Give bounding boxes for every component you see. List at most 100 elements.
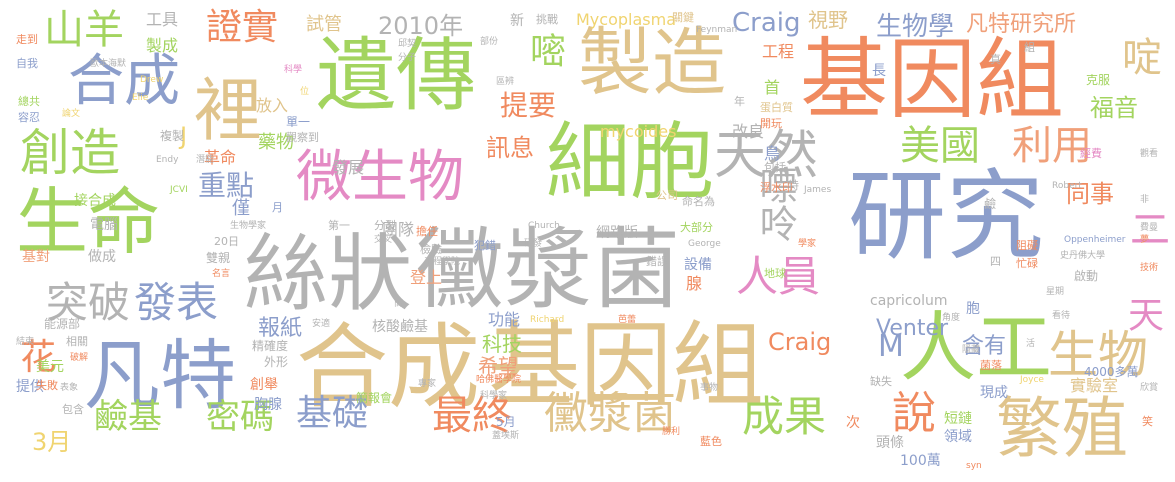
- word: mycoides: [600, 122, 677, 141]
- word: 星期: [1046, 287, 1065, 297]
- word: 胸腺: [254, 397, 282, 413]
- word: 科學家: [480, 391, 508, 401]
- word: 基因組: [800, 28, 1065, 131]
- word: 位: [300, 87, 310, 97]
- word: 細胞: [546, 113, 715, 211]
- word: 複製: [160, 129, 185, 143]
- word: 啟動: [1074, 269, 1099, 283]
- word: 年: [734, 95, 745, 108]
- word: 合成: [68, 49, 180, 114]
- word: 經費: [1080, 147, 1102, 160]
- word: 基礎: [296, 393, 369, 434]
- word: 工程學院: [424, 257, 461, 267]
- word: 人工: [900, 303, 1052, 392]
- word: 邱契: [398, 39, 417, 49]
- word: Mycoplasma: [576, 10, 676, 29]
- word: 訊息: [486, 134, 534, 162]
- word: 隱藏: [962, 345, 981, 355]
- word: 論文: [62, 109, 81, 119]
- word: 啶: [1115, 36, 1161, 76]
- word: 簡: [394, 299, 404, 309]
- word: 史丹佛大學: [1060, 251, 1106, 261]
- word: 表象: [60, 383, 79, 393]
- word: 核酸鹼基: [372, 319, 428, 335]
- word: 月: [272, 201, 283, 214]
- word: 部份: [480, 37, 499, 47]
- word: Richard: [530, 315, 565, 325]
- word: 實驗室: [1070, 376, 1119, 395]
- word: Robert: [1052, 181, 1082, 191]
- word: 最終: [432, 393, 512, 439]
- word: 發表: [134, 278, 219, 327]
- word: 網路版: [596, 225, 638, 241]
- word: 同事: [1066, 180, 1114, 208]
- word: 領域: [944, 429, 972, 445]
- word: 嘧: [524, 32, 565, 68]
- word: 凡特: [84, 331, 236, 420]
- word: Church: [528, 221, 560, 231]
- word: 容忍: [18, 111, 40, 124]
- word: 包括: [764, 161, 786, 174]
- word: 笑: [1142, 415, 1153, 428]
- word: 山羊: [44, 7, 124, 53]
- word: 勝利: [662, 427, 681, 437]
- word: 哈佛醫學院: [476, 375, 522, 385]
- word: 科學: [284, 65, 303, 75]
- word: George: [688, 239, 721, 249]
- word: 生物: [1048, 326, 1148, 384]
- word: 鳥: [764, 144, 781, 163]
- word: 走到: [16, 33, 38, 46]
- word: 挑戰: [536, 13, 558, 26]
- word: 3月: [32, 428, 72, 456]
- word: 僅: [232, 198, 250, 219]
- word: JCVI: [170, 185, 188, 195]
- word: 看待: [1052, 311, 1071, 321]
- word: 5月: [496, 415, 516, 429]
- word: 天然: [714, 126, 819, 186]
- word: 天: [1122, 296, 1163, 332]
- word: 蛋白質: [760, 101, 793, 114]
- word: 人員: [736, 252, 821, 301]
- word: Venter: [876, 316, 949, 341]
- word: syn: [966, 461, 982, 471]
- word: 區辨: [496, 77, 515, 87]
- word: 菌落: [980, 359, 1002, 372]
- word: 結束: [16, 337, 35, 347]
- word: 團隊: [382, 220, 415, 239]
- word: 鹼: [984, 197, 997, 211]
- word: 做成: [88, 249, 116, 265]
- word: 雙親: [206, 251, 231, 265]
- word: 公司: [656, 189, 678, 202]
- word: 嘌呤: [753, 166, 797, 242]
- word: 相關: [66, 335, 88, 348]
- word: 證實: [206, 7, 279, 48]
- word: 角度: [942, 313, 961, 323]
- word: 黴漿菌: [544, 388, 676, 439]
- word: 克服: [1086, 73, 1111, 87]
- word: 4000多萬: [1084, 365, 1139, 379]
- word: Joyce: [1020, 375, 1044, 385]
- word: 精確度: [252, 339, 289, 353]
- word: 單一: [286, 115, 311, 129]
- word: capricolum: [870, 293, 948, 309]
- word: 基對: [22, 249, 50, 265]
- word: 生物學家: [230, 221, 267, 231]
- word: 藍色: [700, 435, 722, 448]
- word: 包含: [62, 403, 84, 416]
- word: 成果: [742, 392, 827, 441]
- word: 開玩: [760, 117, 782, 130]
- word: 裡: [194, 72, 263, 151]
- word: Drew: [140, 75, 164, 85]
- word: 簡報會: [356, 391, 393, 405]
- word: 費曼: [1140, 223, 1159, 233]
- word: 花: [20, 337, 57, 378]
- word: Oppenheimer: [1064, 235, 1126, 245]
- word: 合成: [296, 314, 481, 421]
- word: 希望: [478, 354, 518, 378]
- word: 創造: [20, 124, 120, 182]
- word: 芭蕾: [618, 315, 637, 325]
- word: 擔任: [416, 225, 438, 238]
- word: 缺失: [870, 375, 892, 388]
- word: 首: [764, 78, 781, 97]
- word: 真: [990, 53, 1001, 66]
